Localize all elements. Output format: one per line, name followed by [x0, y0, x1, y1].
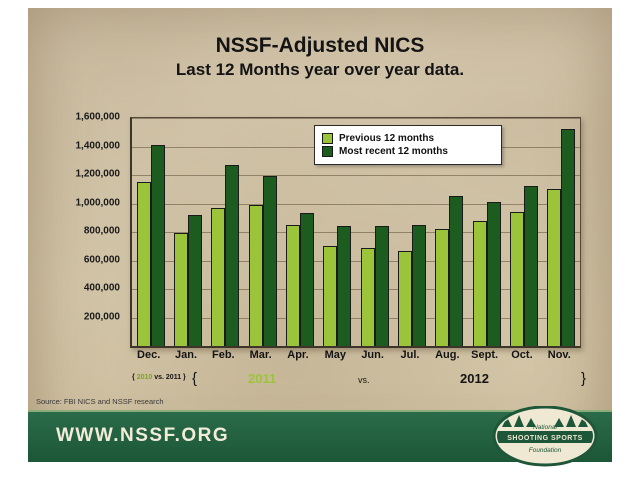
bar-recent: [449, 196, 464, 346]
x-axis-label: Apr.: [287, 349, 309, 361]
x-axis-label: Feb.: [212, 349, 235, 361]
legend-swatch-previous: [322, 133, 333, 144]
bar-previous: [547, 189, 562, 346]
bar-previous: [472, 220, 487, 346]
bar-recent: [411, 224, 426, 346]
dec-note-prev-year: 2010: [136, 374, 153, 381]
span-close-brace: }: [580, 370, 586, 387]
dec-note-recent-year: 2011: [165, 374, 182, 381]
bar-group: [169, 118, 206, 346]
vs-label: vs.: [358, 375, 370, 385]
x-axis-label: Nov.: [547, 349, 571, 361]
span-open-brace: {: [192, 370, 198, 387]
logo-art: [497, 415, 593, 443]
nssf-logo: National SHOOTING SPORTS Foundation: [492, 406, 598, 467]
x-axis-label: May: [324, 349, 346, 361]
gridline: [132, 232, 580, 233]
bar-recent: [187, 214, 202, 346]
bar-group: [207, 118, 244, 346]
bar-previous: [509, 212, 524, 346]
y-axis-label: 1,000,000: [75, 197, 121, 208]
pine-trees-icon: [502, 415, 588, 427]
bar-group: [468, 118, 505, 346]
bar-recent: [561, 129, 576, 346]
year-2012-label: 2012: [460, 371, 489, 386]
bar-previous: [173, 233, 188, 346]
bar-group: [132, 118, 169, 346]
y-axis-label: 400,000: [83, 282, 120, 294]
gridline: [132, 203, 580, 205]
gridline: [132, 175, 580, 176]
slide: NSSF-Adjusted NICS Last 12 Months year o…: [28, 8, 612, 467]
bar-previous: [397, 250, 412, 346]
source-note: Source: FBI NICS and NSSF research: [36, 397, 164, 406]
logo-text-foundation: Foundation: [529, 447, 562, 454]
bar-previous: [211, 207, 226, 346]
nssf-url-text: WWW.NSSF.ORG: [56, 425, 230, 446]
y-axis-label: 1,600,000: [75, 111, 121, 123]
dec-comparison-note: { 2010 vs. 2011 }: [132, 374, 186, 381]
legend-swatch-recent: [322, 146, 333, 157]
x-axis-label: Aug.: [435, 349, 460, 361]
x-axis-label: Mar.: [249, 349, 272, 361]
legend-entry-recent: Most recent 12 months: [322, 146, 494, 157]
bar-recent: [374, 226, 389, 346]
bar-recent: [523, 186, 538, 346]
bar-previous: [285, 224, 300, 346]
x-axis-label: Jun.: [361, 349, 384, 361]
gridline: [132, 118, 580, 119]
legend-label-recent: Most recent 12 months: [339, 146, 448, 157]
bar-group: [244, 118, 281, 346]
legend-label-previous: Previous 12 months: [339, 133, 435, 144]
plot-area: Previous 12 months Most recent 12 months: [130, 117, 581, 348]
y-axis-label: 600,000: [83, 254, 120, 265]
y-axis: 1,600,000 1,400,000 1,200,000 1,000,000 800,…: [28, 112, 124, 345]
bar-recent: [150, 145, 165, 346]
bar-series-container: [132, 118, 580, 346]
gridline: [132, 260, 580, 262]
dec-note-vs: vs.: [154, 374, 164, 381]
gridline: [132, 317, 580, 319]
year-2011-label: 2011: [248, 371, 277, 386]
bar-group: [281, 118, 318, 346]
dec-note-close-brace: }: [183, 374, 186, 381]
bar-recent: [225, 165, 240, 346]
bar-group: [431, 118, 468, 346]
bar-group: [393, 118, 430, 346]
bar-recent: [299, 213, 314, 346]
y-axis-label: 1,400,000: [75, 140, 121, 151]
bar-recent: [262, 176, 277, 346]
x-axis: Dec. Jan. Feb. Mar. Apr. May Jun. Jul. Aug. Sept.…: [130, 349, 578, 361]
page-subtitle: Last 12 Months year over year data.: [175, 60, 465, 79]
year-annotations: { 2010 vs. 2011 } { 2011 vs. 2012 }: [130, 368, 586, 394]
dec-note-open-brace: {: [132, 374, 135, 381]
bar-previous: [136, 182, 151, 346]
bar-previous: [248, 204, 263, 346]
x-axis-label: Jan.: [174, 349, 197, 361]
y-axis-label: 800,000: [83, 225, 120, 237]
bar-group: [319, 118, 356, 346]
bar-previous: [435, 229, 450, 346]
bar-group: [505, 118, 542, 346]
x-axis-label: Oct.: [511, 349, 533, 361]
bar-recent: [337, 226, 352, 346]
gridline: [132, 289, 580, 290]
bar-previous: [360, 247, 375, 346]
bar-group: [356, 118, 393, 346]
legend: Previous 12 months Most recent 12 months: [314, 125, 502, 165]
x-axis-label: Sept.: [471, 349, 499, 361]
x-axis-label: Dec.: [137, 349, 161, 361]
logo-text-national: National: [533, 424, 557, 431]
logo-text-shooting-sports: SHOOTING SPORTS: [507, 435, 583, 442]
bar-recent: [486, 202, 501, 346]
footer-banner: WWW.NSSF.ORG National SHOOTING SPORTS Fo: [28, 406, 612, 467]
bar-previous: [323, 246, 338, 346]
legend-entry-previous: Previous 12 months: [322, 133, 494, 144]
y-axis-label: 200,000: [83, 311, 120, 322]
x-axis-label: Jul.: [400, 349, 420, 361]
bar-group: [543, 118, 580, 346]
y-axis-label: 1,200,000: [75, 168, 121, 180]
page-title: NSSF-Adjusted NICS: [215, 34, 425, 57]
